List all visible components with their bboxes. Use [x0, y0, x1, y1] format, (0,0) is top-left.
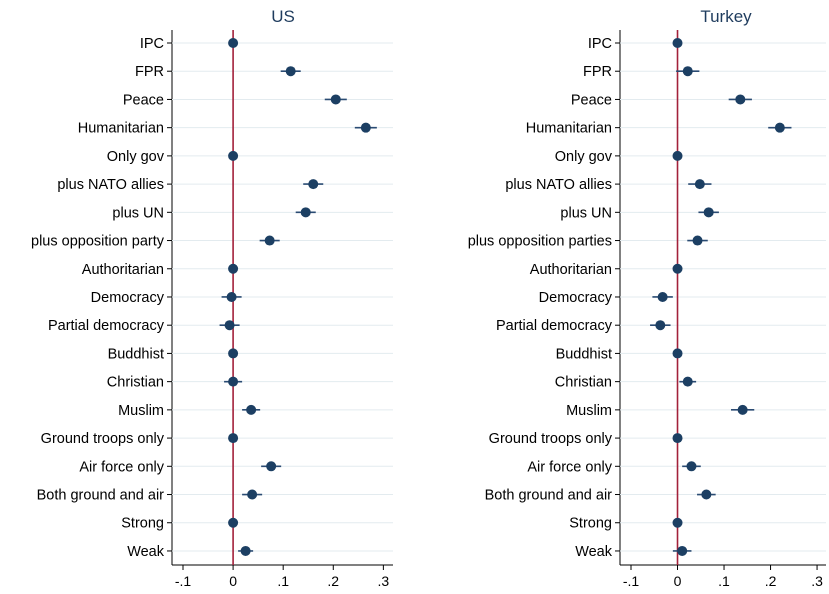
category-label: Partial democracy: [48, 318, 165, 334]
category-label: Weak: [127, 544, 165, 560]
category-label: Peace: [123, 92, 164, 108]
point-estimate: [228, 263, 239, 274]
point-estimate: [228, 150, 239, 161]
category-label: plus UN: [560, 205, 612, 221]
point-estimate: [224, 320, 235, 331]
point-estimate: [677, 545, 688, 556]
category-label: Christian: [107, 375, 164, 391]
x-tick-label: .3: [378, 573, 390, 589]
point-estimate: [672, 38, 683, 48]
point-estimate: [692, 235, 703, 246]
category-label: Ground troops only: [489, 431, 613, 447]
category-label: Only gov: [555, 149, 613, 165]
point-estimate: [672, 150, 683, 161]
category-label: Authoritarian: [530, 262, 612, 278]
point-estimate: [655, 320, 666, 331]
point-estimate: [694, 179, 705, 190]
category-label: Democracy: [539, 290, 613, 306]
x-tick-label: 0: [229, 573, 237, 589]
point-estimate: [264, 235, 275, 246]
category-label: Partial democracy: [496, 318, 613, 334]
category-label: Only gov: [107, 149, 165, 165]
point-estimate: [672, 348, 683, 359]
point-estimate: [774, 122, 785, 133]
point-estimate: [240, 545, 251, 556]
point-estimate: [703, 207, 714, 218]
point-estimate: [300, 207, 311, 218]
point-estimate: [228, 38, 239, 48]
x-tick-label: .3: [811, 573, 823, 589]
point-estimate: [228, 348, 239, 359]
x-tick-label: -.1: [623, 573, 640, 589]
point-estimate: [686, 461, 697, 472]
category-label: Both ground and air: [37, 488, 165, 504]
point-estimate: [672, 433, 683, 444]
category-label: Democracy: [91, 290, 165, 306]
panel-title: Turkey: [700, 7, 752, 26]
category-label: Muslim: [118, 403, 164, 419]
point-estimate: [308, 179, 319, 190]
x-tick-label: .2: [765, 573, 777, 589]
point-estimate: [737, 404, 748, 415]
point-estimate: [330, 94, 341, 105]
point-estimate: [228, 517, 239, 528]
point-estimate: [657, 291, 668, 302]
category-label: Strong: [569, 516, 612, 532]
point-estimate: [682, 66, 693, 77]
category-label: plus NATO allies: [57, 177, 164, 193]
point-estimate: [672, 263, 683, 274]
category-label: IPC: [140, 36, 164, 52]
category-label: Peace: [571, 92, 612, 108]
category-label: Authoritarian: [82, 262, 164, 278]
panel-title: US: [271, 7, 295, 26]
point-estimate: [266, 461, 277, 472]
category-label: FPR: [135, 64, 164, 80]
category-label: Strong: [121, 516, 164, 532]
category-label: Muslim: [566, 403, 612, 419]
point-estimate: [735, 94, 746, 105]
point-estimate: [226, 291, 237, 302]
x-tick-label: .2: [327, 573, 339, 589]
category-label: Both ground and air: [485, 488, 613, 504]
category-label: Humanitarian: [526, 121, 612, 137]
point-estimate: [228, 433, 239, 444]
category-label: plus UN: [112, 205, 164, 221]
x-tick-label: -.1: [175, 573, 192, 589]
category-label: Humanitarian: [78, 121, 164, 137]
category-label: plus opposition party: [31, 234, 165, 250]
category-label: Ground troops only: [41, 431, 165, 447]
category-label: Air force only: [79, 459, 164, 475]
panel-us: US IPC FPR Peace Humanitarian Only gov plus NA…: [31, 7, 393, 589]
category-label: IPC: [588, 36, 612, 52]
point-estimate: [672, 517, 683, 528]
category-label: plus opposition parties: [468, 234, 612, 250]
point-estimate: [701, 489, 712, 500]
category-label: plus NATO allies: [505, 177, 612, 193]
x-tick-label: .1: [718, 573, 730, 589]
category-label: Christian: [555, 375, 612, 391]
x-tick-label: .1: [277, 573, 289, 589]
point-estimate: [246, 404, 257, 415]
point-estimate: [285, 66, 296, 77]
point-estimate: [247, 489, 258, 500]
point-estimate: [228, 376, 239, 387]
point-estimate: [360, 122, 371, 133]
category-label: FPR: [583, 64, 612, 80]
category-label: Buddhist: [556, 346, 612, 362]
category-label: Air force only: [527, 459, 612, 475]
point-estimate: [682, 376, 693, 387]
x-tick-label: 0: [674, 573, 682, 589]
category-label: Weak: [575, 544, 613, 560]
panel-turkey: Turkey IPC FPR Peace Humanitarian Only gov plu…: [468, 7, 826, 589]
category-label: Buddhist: [108, 346, 164, 362]
